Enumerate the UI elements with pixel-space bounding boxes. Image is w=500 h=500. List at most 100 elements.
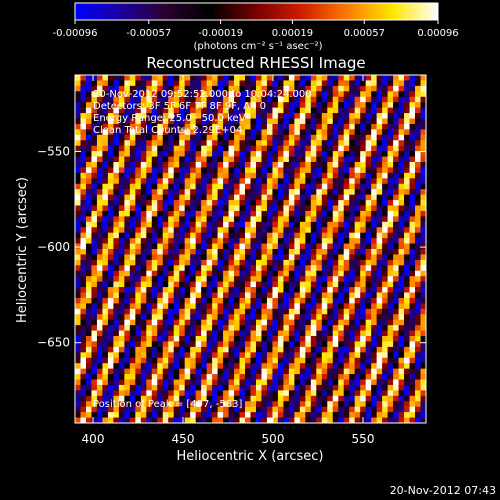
heatmap-cell	[239, 85, 246, 92]
heatmap-cell	[354, 325, 361, 331]
heatmap-cell	[376, 140, 383, 147]
heatmap-cell	[173, 145, 180, 152]
heatmap-cell	[129, 75, 136, 81]
heatmap-cell	[294, 390, 301, 397]
heatmap-cell	[354, 200, 361, 206]
heatmap-cell	[376, 75, 383, 81]
heatmap-cell	[151, 205, 158, 212]
heatmap-cell	[338, 183, 345, 190]
heatmap-cell	[217, 123, 224, 130]
heatmap-cell	[349, 151, 356, 157]
heatmap-cell	[113, 227, 120, 234]
heatmap-cell	[299, 395, 306, 402]
heatmap-cell	[124, 374, 131, 380]
heatmap-cell	[151, 210, 158, 217]
heatmap-cell	[305, 129, 312, 136]
heatmap-cell	[151, 346, 158, 353]
heatmap-cell	[409, 91, 416, 98]
heatmap-cell	[91, 227, 98, 234]
heatmap-cell	[212, 134, 218, 141]
heatmap-cell	[365, 102, 372, 109]
heatmap-cell	[96, 384, 103, 391]
heatmap-cell	[96, 172, 103, 179]
heatmap-cell	[239, 118, 246, 125]
heatmap-cell	[277, 85, 284, 92]
heatmap-cell	[168, 123, 175, 130]
heatmap-cell	[239, 200, 246, 206]
heatmap-cell	[272, 303, 279, 310]
x-tick-label: 450	[172, 432, 195, 446]
heatmap-cell	[151, 162, 158, 168]
heatmap-cell	[168, 85, 175, 92]
heatmap-cell	[118, 395, 125, 402]
heatmap-cell	[338, 140, 345, 147]
footer-timestamp: 20-Nov-2012 07:43	[390, 484, 496, 497]
heatmap-cell	[201, 314, 208, 321]
heatmap-cell	[305, 167, 312, 174]
heatmap-cell	[102, 145, 109, 152]
heatmap-cell	[294, 346, 301, 353]
heatmap-cell	[75, 281, 81, 288]
heatmap-cell	[157, 151, 164, 157]
heatmap-cell	[168, 384, 175, 391]
heatmap-cell	[184, 194, 191, 201]
heatmap-cell	[272, 118, 279, 125]
heatmap-cell	[140, 276, 147, 283]
heatmap-cell	[382, 281, 389, 288]
heatmap-cell	[190, 265, 197, 272]
heatmap-cell	[223, 395, 229, 402]
heatmap-cell	[409, 194, 416, 201]
heatmap-cell	[327, 287, 334, 293]
heatmap-cell	[299, 210, 306, 217]
heatmap-cell	[135, 363, 142, 370]
heatmap-cell	[113, 238, 120, 244]
heatmap-cell	[195, 297, 202, 304]
heatmap-cell	[162, 346, 169, 353]
heatmap-cell	[146, 183, 153, 190]
heatmap-cell	[140, 107, 147, 114]
heatmap-cell	[250, 401, 257, 408]
heatmap-cell	[294, 113, 301, 119]
heatmap-cell	[404, 243, 410, 250]
heatmap-cell	[75, 102, 81, 109]
heatmap-cell	[124, 325, 131, 331]
heatmap-cell	[354, 406, 361, 413]
heatmap-cell	[415, 259, 421, 266]
heatmap-cell	[321, 129, 328, 136]
heatmap-cell	[332, 330, 339, 337]
heatmap-cell	[360, 156, 367, 163]
heatmap-cell	[409, 406, 416, 413]
heatmap-cell	[173, 319, 180, 326]
heatmap-cell	[129, 330, 136, 337]
heatmap-cell	[371, 287, 378, 293]
heatmap-cell	[338, 102, 345, 109]
heatmap-cell	[283, 254, 290, 261]
heatmap-cell	[371, 91, 378, 98]
heatmap-cell	[107, 238, 114, 244]
heatmap-cell	[321, 194, 328, 201]
heatmap-cell	[354, 183, 361, 190]
heatmap-cell	[223, 401, 229, 408]
heatmap-cell	[107, 292, 114, 299]
heatmap-cell	[201, 118, 208, 125]
heatmap-cell	[365, 368, 372, 375]
heatmap-cell	[228, 319, 235, 326]
heatmap-cell	[179, 113, 186, 119]
heatmap-cell	[261, 379, 268, 386]
heatmap-cell	[107, 254, 114, 261]
heatmap-cell	[195, 156, 202, 163]
heatmap-cell	[277, 292, 284, 299]
heatmap-cell	[129, 156, 136, 163]
heatmap-cell	[118, 368, 125, 375]
heatmap-cell	[409, 346, 416, 353]
heatmap-cell	[376, 352, 383, 359]
heatmap-cell	[91, 297, 98, 304]
heatmap-cell	[107, 210, 114, 217]
heatmap-cell	[365, 254, 372, 261]
heatmap-cell	[310, 314, 317, 321]
heatmap-cell	[321, 189, 328, 196]
heatmap-cell	[168, 368, 175, 375]
heatmap-cell	[371, 341, 378, 348]
heatmap-cell	[212, 162, 218, 168]
heatmap-cell	[245, 412, 251, 418]
